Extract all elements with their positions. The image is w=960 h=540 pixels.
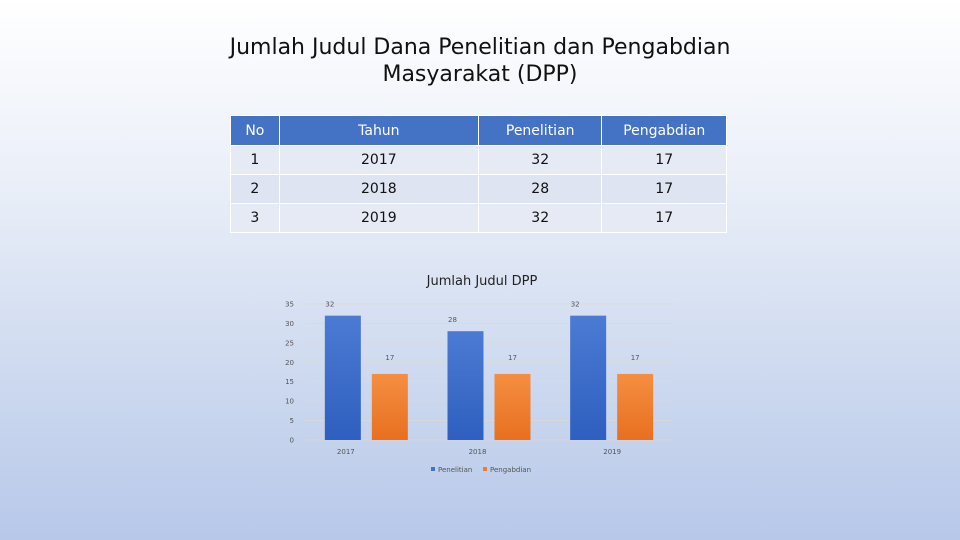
bar-penelitian-2019 bbox=[570, 315, 607, 440]
x-tick-label: 2019 bbox=[603, 448, 621, 456]
chart-bars bbox=[324, 315, 654, 440]
cell-penelitian: 28 bbox=[477, 174, 603, 204]
header-penelitian: Penelitian bbox=[477, 115, 603, 146]
cell-pengabdian: 17 bbox=[601, 203, 727, 233]
y-axis-ticks: 0 5 10 15 20 25 30 35 bbox=[285, 301, 294, 445]
cell-no: 1 bbox=[230, 145, 280, 175]
data-labels: 32 17 28 17 32 17 bbox=[325, 301, 639, 362]
table-row: 3 2019 32 17 bbox=[230, 203, 727, 233]
bar-penelitian-2017 bbox=[324, 315, 361, 440]
data-label: 28 bbox=[448, 316, 457, 324]
chart-title: Jumlah Judul DPP bbox=[426, 274, 538, 289]
legend-label-pengabdian: Pengabdian bbox=[490, 466, 531, 474]
y-tick-label: 30 bbox=[285, 320, 294, 328]
header-pengabdian: Pengabdian bbox=[601, 115, 727, 146]
bar-chart: Jumlah Judul DPP 0 5 10 15 20 25 30 35 32 17 28 17… bbox=[285, 274, 673, 474]
data-label: 32 bbox=[571, 301, 580, 309]
header-no: No bbox=[230, 115, 280, 146]
cell-pengabdian: 17 bbox=[601, 174, 727, 204]
data-label: 17 bbox=[508, 354, 517, 362]
cell-tahun: 2018 bbox=[278, 174, 480, 204]
bar-pengabdian-2019 bbox=[617, 373, 654, 440]
slide-title-line1: Jumlah Judul Dana Penelitian dan Pengabd… bbox=[229, 35, 731, 60]
bar-penelitian-2018 bbox=[447, 331, 484, 440]
x-tick-label: 2018 bbox=[469, 448, 487, 456]
x-axis-ticks: 2017 2018 2019 bbox=[337, 448, 621, 456]
header-tahun: Tahun bbox=[278, 115, 480, 146]
legend-label-penelitian: Penelitian bbox=[438, 466, 472, 474]
data-table: No Tahun Penelitian Pengabdian 1 2017 32… bbox=[230, 115, 727, 233]
table-row: 2 2018 28 17 bbox=[230, 174, 727, 204]
data-label: 17 bbox=[385, 354, 394, 362]
cell-no: 3 bbox=[230, 203, 280, 233]
y-tick-label: 15 bbox=[285, 378, 294, 386]
y-tick-label: 0 bbox=[290, 437, 294, 445]
chart-legend: Penelitian Pengabdian bbox=[431, 466, 531, 474]
slide-title: Jumlah Judul Dana Penelitian dan Pengabd… bbox=[0, 34, 960, 88]
cell-penelitian: 32 bbox=[477, 203, 603, 233]
y-tick-label: 10 bbox=[285, 398, 294, 406]
slide-title-line2: Masyarakat (DPP) bbox=[382, 62, 578, 87]
legend-swatch-penelitian bbox=[431, 467, 435, 471]
cell-tahun: 2019 bbox=[278, 203, 480, 233]
cell-penelitian: 32 bbox=[477, 145, 603, 175]
table-header-row: No Tahun Penelitian Pengabdian bbox=[230, 115, 727, 146]
legend-swatch-pengabdian bbox=[483, 467, 487, 471]
cell-no: 2 bbox=[230, 174, 280, 204]
y-tick-label: 35 bbox=[285, 301, 294, 309]
data-label: 32 bbox=[325, 301, 334, 309]
cell-pengabdian: 17 bbox=[601, 145, 727, 175]
y-tick-label: 5 bbox=[290, 417, 294, 425]
data-label: 17 bbox=[631, 354, 640, 362]
bar-pengabdian-2018 bbox=[494, 373, 531, 440]
table-row: 1 2017 32 17 bbox=[230, 145, 727, 175]
cell-tahun: 2017 bbox=[278, 145, 480, 175]
y-tick-label: 25 bbox=[285, 339, 294, 347]
bar-pengabdian-2017 bbox=[371, 373, 408, 440]
x-tick-label: 2017 bbox=[337, 448, 355, 456]
y-tick-label: 20 bbox=[285, 359, 294, 367]
chart-grid bbox=[305, 303, 673, 441]
